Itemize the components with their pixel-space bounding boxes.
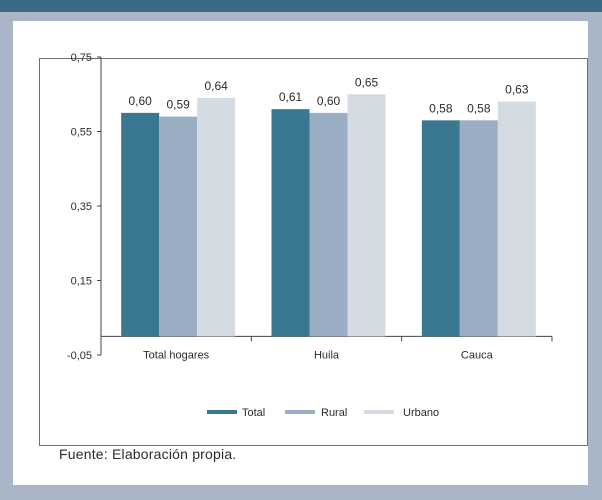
bar-rural [460, 120, 498, 336]
category-label: Cauca [461, 349, 494, 361]
legend-swatch-total [207, 410, 237, 414]
y-tick-label: -0,05 [67, 350, 92, 362]
data-label: 0,61 [279, 90, 303, 104]
category-label: Total hogares [143, 349, 210, 361]
bar-rural [159, 117, 197, 337]
bar-total [422, 120, 460, 336]
data-label: 0,58 [467, 101, 491, 115]
data-label: 0,64 [204, 79, 228, 93]
data-label: 0,59 [166, 98, 190, 112]
category-label: Huila [314, 349, 340, 361]
data-label: 0,63 [505, 83, 529, 97]
legend-swatch-rural [285, 410, 315, 414]
data-label: 0,58 [429, 101, 453, 115]
bar-total [121, 113, 159, 337]
bar-urbano [498, 102, 536, 337]
data-label: 0,60 [128, 94, 152, 108]
y-tick-label: 0,15 [71, 276, 92, 288]
legend-label: Rural [321, 407, 347, 419]
source-note: Fuente: Elaboración propia. [59, 446, 236, 462]
y-tick-label: 0,35 [71, 201, 92, 213]
bar-total [272, 109, 310, 336]
bar-urbano [348, 94, 386, 336]
data-label: 0,65 [355, 75, 379, 89]
legend-label: Total [242, 407, 265, 419]
bar-urbano [197, 98, 235, 336]
legend-label: Urbano [403, 407, 439, 419]
y-tick-label: 0,75 [71, 52, 92, 64]
legend-swatch-urbano [364, 410, 394, 414]
data-label: 0,60 [317, 94, 341, 108]
bar-rural [310, 113, 348, 337]
y-tick-label: 0,55 [71, 127, 92, 139]
